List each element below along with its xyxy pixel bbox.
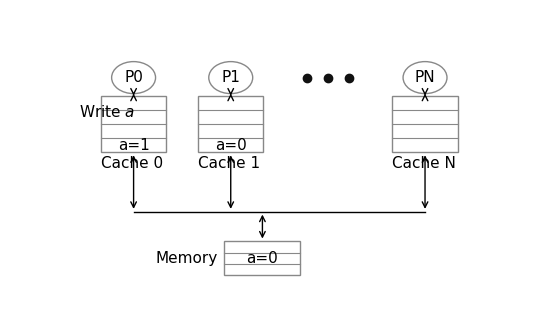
Bar — [225, 242, 300, 275]
Text: Write $a$: Write $a$ — [78, 105, 135, 120]
Ellipse shape — [209, 62, 253, 93]
Ellipse shape — [403, 62, 447, 93]
Bar — [198, 96, 263, 152]
Bar — [392, 96, 458, 152]
Text: a=1: a=1 — [118, 138, 149, 153]
Text: a=0: a=0 — [215, 138, 247, 153]
Text: Memory: Memory — [156, 251, 218, 266]
Text: P0: P0 — [124, 70, 143, 85]
Bar — [101, 96, 166, 152]
Text: Cache 0: Cache 0 — [101, 156, 163, 171]
Text: Cache N: Cache N — [392, 156, 456, 171]
Text: a=0: a=0 — [246, 251, 278, 266]
Text: Cache 1: Cache 1 — [198, 156, 260, 171]
Text: P1: P1 — [221, 70, 240, 85]
Text: PN: PN — [415, 70, 435, 85]
Ellipse shape — [112, 62, 155, 93]
